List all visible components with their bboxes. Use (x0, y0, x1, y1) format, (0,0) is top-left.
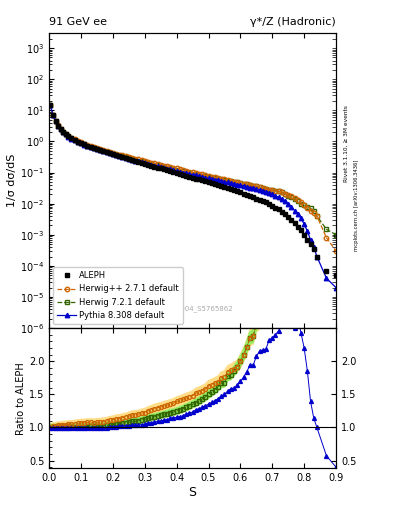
Line: Pythia 8.308 default: Pythia 8.308 default (48, 103, 338, 290)
Y-axis label: 1/σ dσ/dS: 1/σ dσ/dS (7, 154, 17, 207)
ALEPH (123, 155, 128, 161)
Herwig 7.2.1 default (123, 154, 128, 160)
Line: Herwig 7.2.1 default: Herwig 7.2.1 default (48, 102, 338, 237)
Pythia 8.308 default (123, 155, 128, 161)
Herwig 7.2.1 default (48, 102, 53, 108)
Pythia 8.308 default (181, 169, 185, 176)
Legend: ALEPH, Herwig++ 2.7.1 default, Herwig 7.2.1 default, Pythia 8.308 default: ALEPH, Herwig++ 2.7.1 default, Herwig 7.… (53, 267, 183, 324)
Herwig++ 2.7.1 default (302, 202, 307, 208)
Pythia 8.308 default (53, 118, 58, 124)
Text: 91 GeV ee: 91 GeV ee (49, 17, 107, 27)
ALEPH (302, 232, 307, 238)
ALEPH (48, 102, 53, 108)
Text: mcplots.cern.ch [arXiv:1306.3436]: mcplots.cern.ch [arXiv:1306.3436] (354, 159, 359, 250)
Line: Herwig++ 2.7.1 default: Herwig++ 2.7.1 default (48, 102, 338, 253)
Pythia 8.308 default (120, 154, 125, 160)
Herwig++ 2.7.1 default (120, 153, 125, 159)
Text: Rivet 3.1.10, ≥ 3M events: Rivet 3.1.10, ≥ 3M events (344, 105, 349, 182)
ALEPH (206, 179, 211, 185)
ALEPH (334, 272, 338, 279)
Y-axis label: Ratio to ALEPH: Ratio to ALEPH (16, 362, 26, 435)
Pythia 8.308 default (334, 285, 338, 291)
ALEPH (53, 118, 58, 124)
Pythia 8.308 default (206, 175, 211, 181)
ALEPH (181, 172, 185, 178)
Herwig++ 2.7.1 default (48, 101, 53, 108)
Herwig++ 2.7.1 default (181, 167, 185, 173)
Herwig++ 2.7.1 default (123, 153, 128, 159)
Herwig++ 2.7.1 default (206, 173, 211, 179)
Text: γ*/Z (Hadronic): γ*/Z (Hadronic) (250, 17, 336, 27)
Herwig 7.2.1 default (302, 202, 307, 208)
Herwig 7.2.1 default (181, 168, 185, 175)
Pythia 8.308 default (48, 102, 53, 108)
Herwig 7.2.1 default (120, 153, 125, 159)
X-axis label: S: S (189, 486, 196, 499)
Text: ALEPH_2004_S5765862: ALEPH_2004_S5765862 (151, 305, 234, 312)
Herwig 7.2.1 default (334, 232, 338, 238)
Herwig 7.2.1 default (53, 118, 58, 124)
Herwig++ 2.7.1 default (334, 248, 338, 254)
Line: ALEPH: ALEPH (48, 102, 338, 278)
ALEPH (120, 154, 125, 160)
Pythia 8.308 default (302, 221, 307, 227)
Herwig 7.2.1 default (206, 174, 211, 180)
Herwig++ 2.7.1 default (53, 118, 58, 124)
